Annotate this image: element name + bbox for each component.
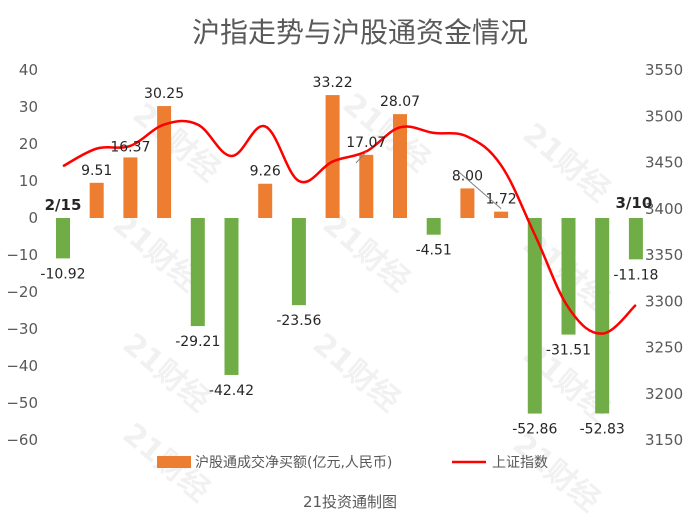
bar-value-label: 8.00 [452, 168, 483, 184]
bar-value-label: 16.37 [110, 139, 150, 155]
category-label-first: 2/15 [45, 196, 82, 214]
bar-value-label: 9.51 [81, 163, 112, 179]
bar-value-label: -23.56 [276, 313, 321, 329]
right-tick-label: 3150 [645, 431, 683, 449]
right-tick-label: 3300 [645, 292, 683, 310]
bar [258, 183, 273, 218]
bar-value-label: 30.25 [144, 86, 184, 102]
bar [56, 218, 70, 259]
bar-value-label: -10.92 [40, 266, 85, 282]
left-tick-label: 30 [19, 98, 38, 116]
bar-value-label: -42.42 [209, 383, 254, 399]
right-tick-label: 3500 [645, 107, 683, 125]
left-tick-label: 40 [19, 61, 38, 79]
bar-value-label: 17.07 [346, 135, 386, 151]
bar-value-label: -29.21 [175, 334, 220, 350]
category-labels: 2/15 3/10 [45, 194, 653, 214]
left-tick-label: −60 [6, 431, 38, 449]
left-tick-label: −40 [6, 357, 38, 375]
line-series [62, 119, 637, 335]
bar [123, 157, 138, 218]
bar [595, 218, 610, 414]
bar-value-label: 1.72 [486, 192, 517, 208]
source-note: 21投资通制图 [303, 493, 397, 511]
bar-value-label: 28.07 [380, 94, 420, 110]
index-line [62, 119, 637, 335]
right-tick-label: 3550 [645, 61, 683, 79]
bar-value-label: -31.51 [546, 343, 591, 359]
left-tick-label: −20 [6, 283, 38, 301]
right-tick-label: 3200 [645, 385, 683, 403]
bar [494, 211, 509, 218]
watermark-text: 21财经 [516, 117, 616, 209]
label-leader-line [459, 172, 502, 210]
right-tick-label: 3250 [645, 339, 683, 357]
bar [224, 218, 239, 375]
bar-value-label: 33.22 [313, 75, 353, 91]
bar [460, 188, 475, 218]
right-tick-label: 3350 [645, 246, 683, 264]
bar [325, 95, 340, 218]
bar [628, 218, 643, 260]
right-tick-label: 3450 [645, 154, 683, 172]
data-labels: -10.92 9.51 16.37 30.25 -29.21 -42.42 9.26 -23.… [40, 75, 658, 437]
legend-swatch-bar [157, 456, 191, 468]
left-tick-label: −10 [6, 246, 38, 264]
left-tick-label: 10 [19, 172, 38, 190]
watermark-text: 21财经 [506, 427, 606, 519]
right-axis: 3550 3500 3450 3400 3350 3300 3250 3200 3150 [645, 61, 683, 449]
left-tick-label: −30 [6, 320, 38, 338]
left-tick-label: −50 [6, 394, 38, 412]
bar-value-label: 9.26 [250, 164, 281, 180]
bar [393, 114, 407, 218]
left-tick-label: 20 [19, 135, 38, 153]
category-label-last: 3/10 [616, 194, 653, 212]
legend-label-line: 上证指数 [492, 455, 548, 471]
bar [426, 218, 441, 235]
bar [190, 218, 205, 327]
bar [291, 218, 306, 306]
bar-value-label: -52.83 [580, 421, 625, 437]
bar [157, 106, 172, 218]
bar [561, 218, 576, 335]
watermark-text: 21财经 [306, 327, 406, 419]
right-tick-label: 3400 [645, 200, 683, 218]
bar-value-label: -11.18 [613, 267, 658, 283]
legend: 沪股通成交净买额(亿元,人民币) 上证指数 [157, 454, 548, 471]
bar [359, 154, 374, 218]
bar [89, 182, 104, 218]
label-leader-line [355, 151, 367, 164]
bar-series [56, 95, 643, 414]
legend-label-bar: 沪股通成交净买额(亿元,人民币) [195, 454, 392, 471]
bar-value-label: -52.86 [512, 422, 557, 438]
bar [527, 218, 542, 414]
chart-title: 沪指走势与沪股通资金情况 [192, 16, 528, 49]
left-axis: 40 30 20 10 0 −10 −20 −30 −40 −50 −60 [6, 61, 38, 449]
watermark-text: 21财经 [316, 207, 416, 299]
bar-value-label: -4.51 [416, 243, 452, 259]
left-tick-label: 0 [28, 209, 38, 227]
